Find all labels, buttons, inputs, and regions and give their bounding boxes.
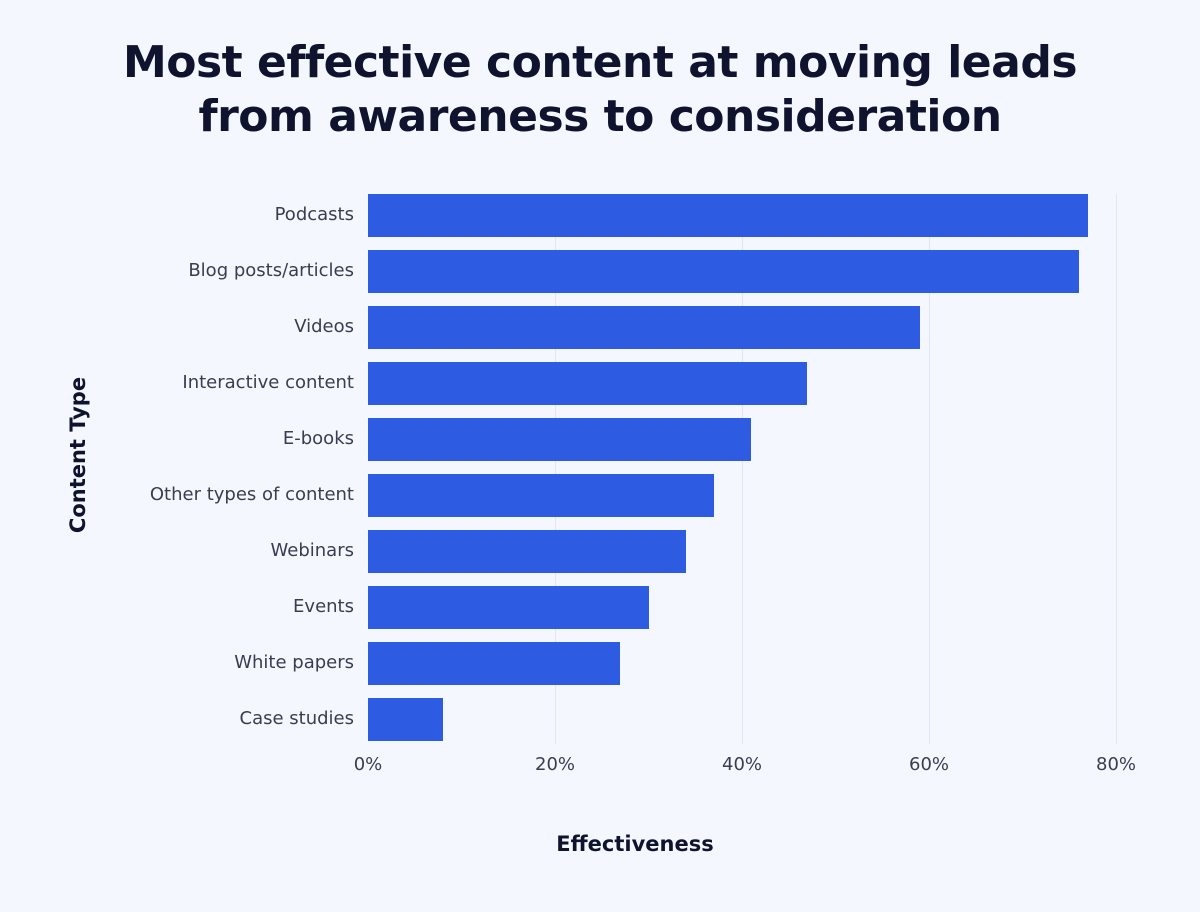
y-axis-label: Content Type	[66, 376, 90, 534]
gridline	[929, 194, 930, 744]
bar-interactive-content	[368, 362, 808, 405]
bar-videos	[368, 306, 920, 349]
bar-e-books	[368, 418, 752, 461]
bar-other-types-of-content	[368, 474, 714, 517]
plot-area	[368, 194, 1117, 744]
bar-white-papers	[368, 642, 621, 685]
x-tick-label: 60%	[908, 754, 950, 775]
category-label: Webinars	[270, 540, 354, 561]
category-label: Interactive content	[182, 372, 354, 393]
category-label: Podcasts	[274, 204, 354, 225]
x-tick-label: 0%	[353, 754, 383, 775]
bar-podcasts	[368, 194, 1088, 237]
x-tick-label: 20%	[534, 754, 576, 775]
gridline	[742, 194, 743, 744]
bar-webinars	[368, 530, 686, 573]
title-line-1: Most effective content at moving leads	[122, 37, 1078, 88]
bar-blog-posts-articles	[368, 250, 1079, 293]
bar-case-studies	[368, 698, 443, 741]
title-line-2: from awareness to consideration	[198, 91, 1002, 142]
category-label: Events	[293, 596, 354, 617]
gridline	[1116, 194, 1117, 744]
category-label: Other types of content	[149, 484, 354, 505]
gridline	[555, 194, 556, 744]
chart-title: Most effective content at moving leads f…	[0, 36, 1200, 144]
x-tick-label: 80%	[1095, 754, 1137, 775]
category-label: E-books	[282, 428, 354, 449]
x-axis-label: Effectiveness	[556, 832, 714, 856]
x-tick-label: 40%	[721, 754, 763, 775]
category-label: White papers	[234, 652, 354, 673]
category-label: Case studies	[239, 708, 355, 729]
category-label: Videos	[294, 316, 354, 337]
category-label: Blog posts/articles	[188, 260, 354, 281]
bar-events	[368, 586, 649, 629]
